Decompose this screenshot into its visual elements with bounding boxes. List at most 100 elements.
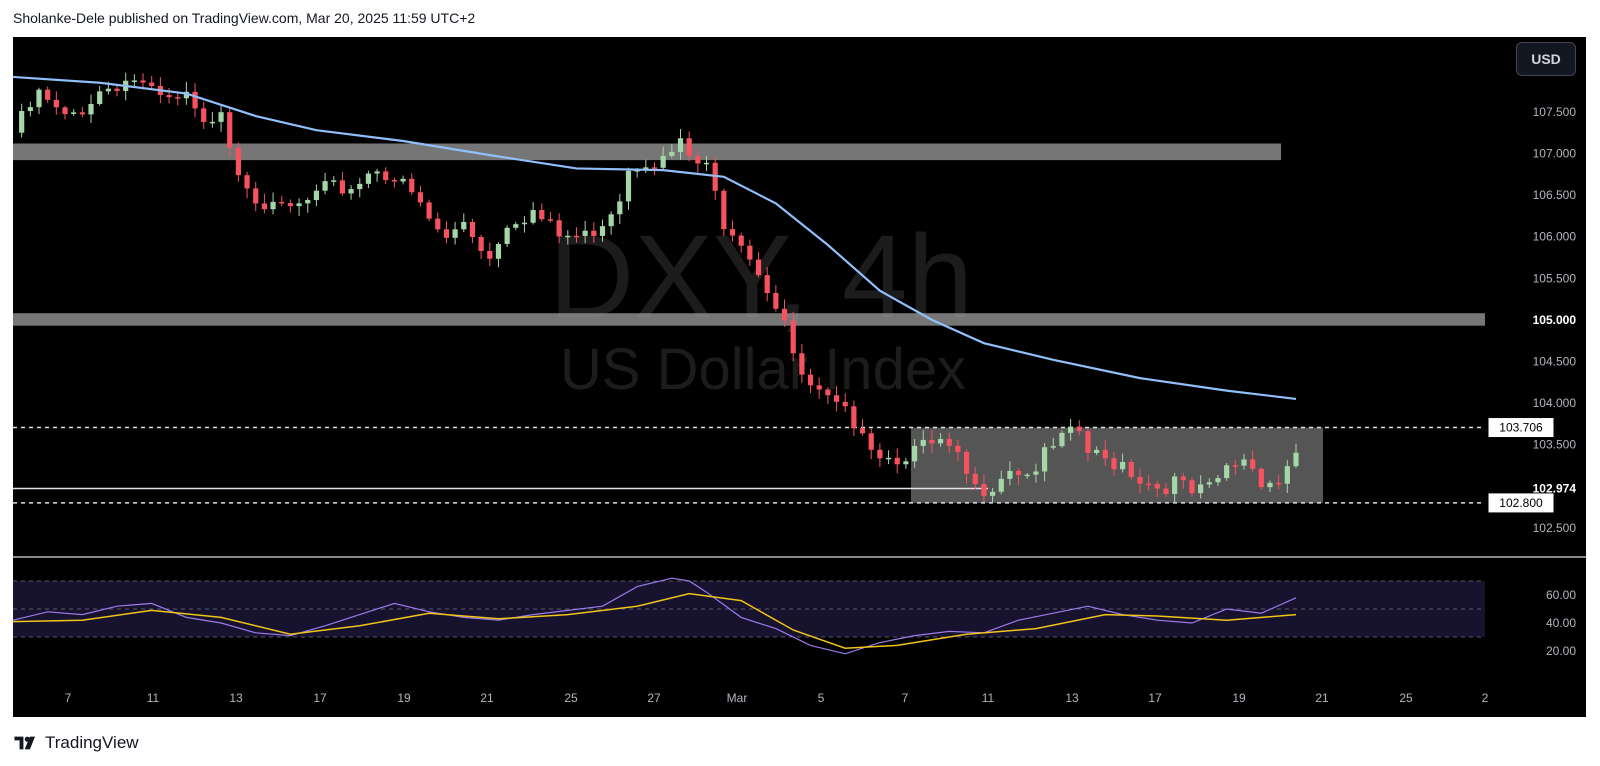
price-label-lower-box	[1488, 493, 1554, 513]
candle-body	[27, 107, 33, 111]
time-axis-tick: 7	[65, 691, 72, 705]
currency-button[interactable]: USD	[1516, 42, 1576, 76]
price-axis-tick: 104.500	[1533, 354, 1577, 368]
candle-body	[651, 167, 658, 169]
candle-body	[235, 147, 241, 176]
candle-body	[19, 110, 25, 133]
candle-body	[71, 112, 77, 114]
time-axis-tick: 11	[982, 691, 995, 705]
candle-body	[582, 230, 588, 236]
rsi-axis-tick: 20.00	[1546, 644, 1576, 658]
candle-body	[877, 449, 883, 459]
candle-body	[669, 151, 675, 156]
candle-body	[218, 112, 224, 122]
candle-body	[634, 170, 640, 172]
candle-body	[461, 221, 467, 230]
candle-body	[192, 91, 198, 109]
price-label-upper: 103.706	[1499, 421, 1543, 435]
candle-body	[833, 395, 840, 402]
candle-body	[885, 457, 892, 460]
candle-body	[738, 235, 744, 246]
tradingview-logo-icon	[14, 736, 35, 750]
candle-body	[799, 353, 805, 375]
candle-body	[1015, 470, 1022, 475]
candle-body	[859, 428, 866, 434]
candle-body	[62, 107, 68, 114]
candle-body	[625, 170, 632, 202]
price-axis-tick: 102.500	[1533, 521, 1577, 535]
publish-attribution: Sholanke-Dele published on TradingView.c…	[13, 10, 476, 26]
candle-body	[374, 171, 380, 174]
candle-body	[97, 91, 103, 104]
candle-body	[513, 224, 519, 228]
candle-body	[149, 82, 155, 86]
candle-body	[1189, 480, 1195, 494]
rsi-ma-line	[13, 592, 1297, 649]
candle-body	[253, 188, 259, 204]
candle-body	[1224, 465, 1230, 479]
candle-body	[166, 95, 172, 98]
candle-body	[270, 201, 276, 210]
chart-area[interactable]: DXY, 4h US Dollar Index 107.500 107.000 106.…	[13, 37, 1586, 717]
candle-body	[695, 155, 701, 164]
candle-body	[175, 97, 181, 99]
candle-body	[556, 220, 562, 237]
candle-body	[807, 374, 814, 386]
candle-body	[1258, 468, 1264, 488]
candle-body	[963, 451, 970, 474]
resistance-zone	[13, 143, 1281, 161]
time-axis-tick: 17	[1148, 691, 1162, 705]
candle-body	[487, 250, 493, 259]
candle-body	[591, 230, 597, 236]
price-label-lower: 102.800	[1499, 496, 1543, 510]
candle-body	[36, 89, 42, 108]
candle-body	[911, 445, 918, 462]
candle-body	[868, 433, 874, 450]
candle-body	[677, 138, 684, 152]
candle-body	[1146, 483, 1152, 486]
candle-body	[131, 80, 137, 82]
candle-body	[261, 203, 267, 210]
price-axis-tick: 106.500	[1533, 188, 1577, 202]
candle-body	[279, 201, 285, 204]
time-axis-tick: Mar	[727, 691, 748, 705]
candle-body	[296, 203, 302, 207]
time-axis-tick: 5	[818, 691, 825, 705]
footer-brand[interactable]: TradingView	[45, 733, 139, 752]
candle-body	[773, 293, 779, 309]
time-axis-tick: 25	[564, 691, 578, 705]
candle-body	[357, 183, 363, 190]
candle-body	[227, 112, 233, 148]
candle-body	[1050, 446, 1056, 448]
candle-body	[417, 192, 424, 203]
candle-body	[1180, 476, 1186, 481]
time-axis-tick: 19	[1232, 691, 1246, 705]
time-axis-tick: 13	[229, 691, 243, 705]
moving-average-line	[13, 75, 1297, 401]
candle-body	[1120, 461, 1126, 470]
price-axis-tick-bold: 105.000	[1533, 313, 1577, 327]
price-axis-tick: 104.000	[1533, 396, 1577, 410]
price-label-mid: 102.974	[1533, 481, 1577, 495]
candle-body	[391, 180, 398, 182]
candle-body	[1111, 458, 1117, 470]
time-axis-tick: 7	[902, 691, 909, 705]
candle-body	[920, 439, 926, 446]
candle-body	[1059, 432, 1065, 447]
candle-body	[790, 320, 796, 354]
price-axis-tick: 105.000	[1533, 313, 1577, 327]
candle-body	[504, 227, 510, 245]
price-axis-tick: 107.500	[1533, 105, 1577, 119]
candle-body	[443, 229, 450, 238]
candle-body	[1293, 452, 1299, 467]
candle-body	[1024, 474, 1030, 477]
candle-body	[1267, 482, 1273, 488]
candle-body	[209, 121, 215, 124]
rsi-axis-tick: 40.00	[1546, 616, 1576, 630]
watermark-name: US Dollar Index	[560, 337, 966, 402]
candle-body	[755, 259, 762, 276]
candle-body	[521, 222, 528, 225]
candle-body	[686, 138, 692, 156]
candle-body	[989, 491, 996, 496]
